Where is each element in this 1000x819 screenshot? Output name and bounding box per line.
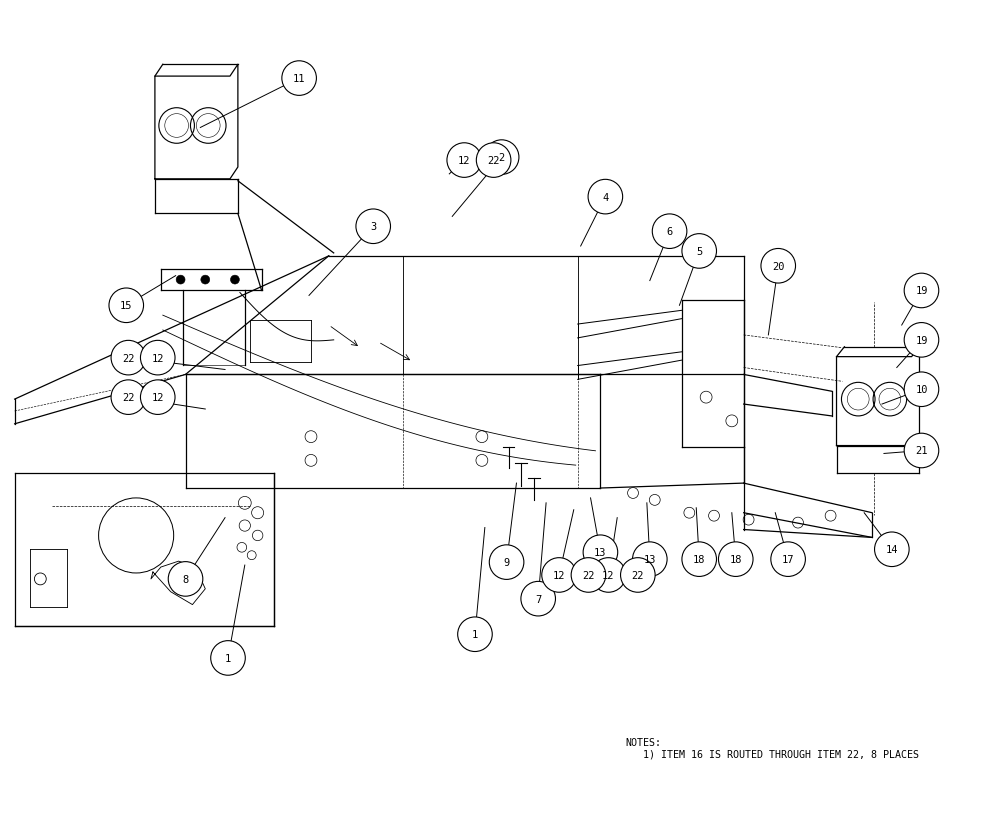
Text: 15: 15 xyxy=(120,301,133,311)
Circle shape xyxy=(591,558,626,592)
Circle shape xyxy=(211,640,245,676)
Text: 19: 19 xyxy=(915,286,928,296)
Circle shape xyxy=(904,434,939,468)
Circle shape xyxy=(718,542,753,577)
Circle shape xyxy=(583,536,618,570)
Circle shape xyxy=(652,215,687,249)
Circle shape xyxy=(230,276,239,285)
Text: 1: 1 xyxy=(225,653,231,663)
Circle shape xyxy=(682,542,716,577)
Text: 20: 20 xyxy=(772,261,784,271)
Circle shape xyxy=(476,143,511,179)
Circle shape xyxy=(489,545,524,580)
Text: 17: 17 xyxy=(782,554,794,564)
Text: 12: 12 xyxy=(602,570,615,580)
Text: 22: 22 xyxy=(122,353,135,363)
Circle shape xyxy=(201,276,210,285)
Text: 2: 2 xyxy=(499,153,505,163)
Circle shape xyxy=(458,618,492,652)
Circle shape xyxy=(168,562,203,596)
Circle shape xyxy=(356,210,391,244)
Text: 22: 22 xyxy=(582,570,595,580)
Text: 22: 22 xyxy=(487,156,500,166)
Circle shape xyxy=(771,542,805,577)
Text: 5: 5 xyxy=(696,247,702,256)
Text: 19: 19 xyxy=(915,336,928,346)
Circle shape xyxy=(282,61,316,97)
Circle shape xyxy=(621,558,655,592)
Text: 14: 14 xyxy=(886,545,898,554)
Circle shape xyxy=(542,558,576,592)
Text: 4: 4 xyxy=(602,192,608,202)
Circle shape xyxy=(109,288,144,324)
Text: 22: 22 xyxy=(122,392,135,403)
Text: 13: 13 xyxy=(594,548,607,558)
Text: 21: 21 xyxy=(915,446,928,456)
Circle shape xyxy=(571,558,606,592)
Circle shape xyxy=(484,141,519,175)
Text: 1: 1 xyxy=(472,630,478,640)
Circle shape xyxy=(111,341,146,375)
Text: 7: 7 xyxy=(535,594,541,604)
Text: 3: 3 xyxy=(370,222,376,232)
Circle shape xyxy=(140,380,175,415)
Text: 6: 6 xyxy=(666,227,673,237)
Circle shape xyxy=(761,249,796,283)
Circle shape xyxy=(633,542,667,577)
Text: 12: 12 xyxy=(553,570,565,580)
Circle shape xyxy=(111,380,146,415)
Text: 18: 18 xyxy=(730,554,742,564)
Text: 18: 18 xyxy=(693,554,705,564)
Text: 11: 11 xyxy=(293,74,305,84)
Circle shape xyxy=(904,324,939,358)
Text: 9: 9 xyxy=(503,558,510,568)
Text: 12: 12 xyxy=(151,353,164,363)
Circle shape xyxy=(521,581,555,616)
Circle shape xyxy=(140,341,175,375)
Circle shape xyxy=(447,143,482,179)
Text: 8: 8 xyxy=(182,574,189,584)
Circle shape xyxy=(904,274,939,309)
Circle shape xyxy=(176,276,185,285)
Circle shape xyxy=(904,373,939,407)
Text: 10: 10 xyxy=(915,385,928,395)
Text: 12: 12 xyxy=(151,392,164,403)
Circle shape xyxy=(875,532,909,567)
Text: 22: 22 xyxy=(632,570,644,580)
Circle shape xyxy=(588,180,623,215)
Text: NOTES:
   1) ITEM 16 IS ROUTED THROUGH ITEM 22, 8 PLACES: NOTES: 1) ITEM 16 IS ROUTED THROUGH ITEM… xyxy=(625,737,919,758)
Text: 12: 12 xyxy=(458,156,470,166)
Circle shape xyxy=(682,234,716,269)
Text: 13: 13 xyxy=(644,554,656,564)
